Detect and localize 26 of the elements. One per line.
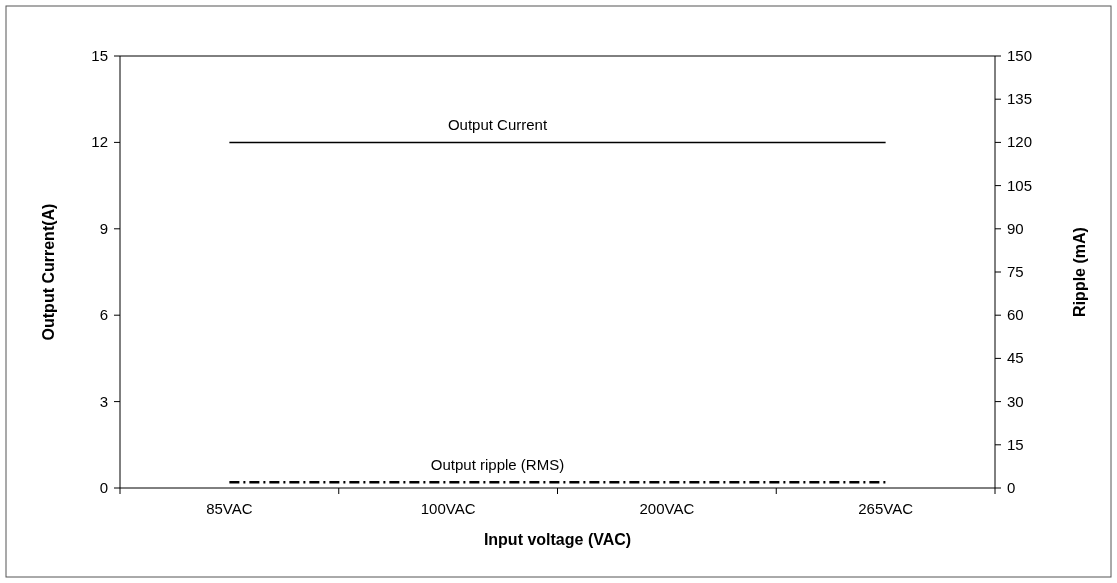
y2-tick-label: 75 bbox=[1007, 263, 1024, 280]
y2-tick-label: 45 bbox=[1007, 349, 1024, 367]
y-tick-label: 9 bbox=[99, 219, 108, 237]
y-tick-label: 0 bbox=[99, 479, 108, 496]
x-tick-label: 100VAC bbox=[420, 500, 476, 517]
y-tick-label: 6 bbox=[99, 306, 108, 324]
x-tick-label: 265VAC bbox=[858, 500, 914, 517]
y2-tick-label: 150 bbox=[1007, 47, 1033, 64]
y2-tick-label: 105 bbox=[1007, 176, 1033, 194]
y2-tick-label: 90 bbox=[1007, 219, 1024, 237]
y-tick-label: 3 bbox=[99, 392, 108, 410]
y2-tick-label: 60 bbox=[1007, 306, 1024, 324]
y2-tick-label: 135 bbox=[1007, 90, 1033, 108]
series-label: Output Current bbox=[447, 116, 548, 134]
y-tick-label: 12 bbox=[91, 133, 108, 151]
y2-tick-label: 120 bbox=[1007, 133, 1033, 151]
x-tick-label: 200VAC bbox=[639, 500, 695, 517]
x-tick-label: 85VAC bbox=[206, 500, 253, 517]
x-axis-title: Input voltage (VAC) bbox=[483, 531, 632, 548]
series-label: Output ripple (RMS) bbox=[430, 456, 565, 474]
y-tick-label: 15 bbox=[91, 47, 108, 64]
y2-tick-label: 0 bbox=[1007, 479, 1016, 496]
y2-tick-label: 15 bbox=[1007, 435, 1024, 453]
y2-tick-label: 30 bbox=[1007, 392, 1024, 410]
y2-axis-title: Ripple (mA) bbox=[1071, 227, 1088, 317]
y-axis-title: Output Current(A) bbox=[40, 203, 57, 341]
